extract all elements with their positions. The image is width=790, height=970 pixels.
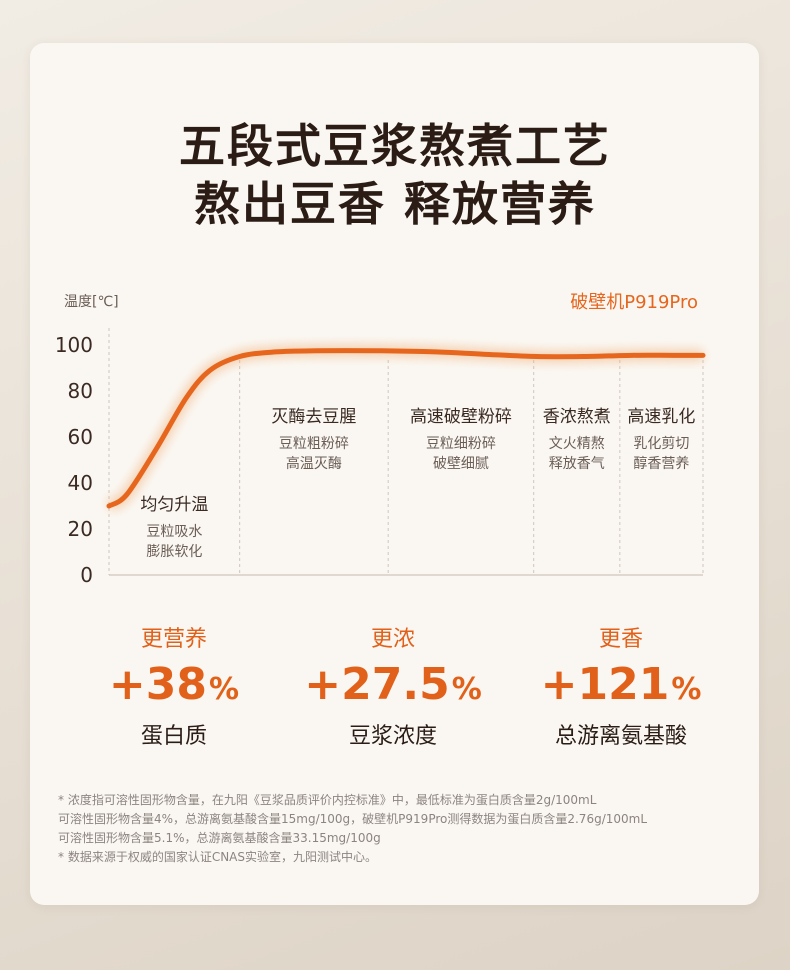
stage-name: 灭酶去豆腥 (271, 407, 356, 427)
y-tick-label: 60 (68, 425, 93, 449)
y-tick-label: 20 (68, 517, 93, 541)
y-tick-label: 0 (80, 563, 93, 587)
stat-concentration-desc: 豆浆浓度 (348, 724, 437, 749)
stat-protein-label: 更营养 (140, 627, 207, 652)
stat-concentration: 更浓 +27.5% 豆浆浓度 (278, 625, 508, 752)
y-tick-label: 80 (68, 379, 93, 403)
headline-line-2: 熬出豆香 释放营养 (193, 177, 596, 231)
stat-concentration-value: +27.5% (304, 659, 482, 710)
footnote-line-2: 可溶性固形物含量4%，总游离氨基酸含量15mg/100g，破壁机P919Pro测… (58, 812, 648, 826)
stage-description: 醇香营养 (633, 455, 689, 472)
stat-amino-acids-label: 更香 (598, 627, 643, 652)
series-label: 破壁机P919Pro (570, 292, 698, 313)
stage-description: 膨胀软化 (146, 543, 202, 560)
stage-description: 释放香气 (549, 456, 605, 472)
footnote-line-1: * 浓度指可溶性固形物含量，在九阳《豆浆品质评价内控标准》中，最低标准为蛋白质含… (58, 793, 597, 807)
stat-protein-desc: 蛋白质 (140, 724, 207, 749)
temperature-curve (106, 348, 706, 509)
footnote-line-3: 可溶性固形物含量5.1%，总游离氨基酸含量33.15mg/100g (58, 831, 381, 845)
stage-name: 高速乳化 (627, 407, 695, 427)
stat-concentration-label: 更浓 (370, 627, 415, 652)
stage-name: 均匀升温 (140, 495, 208, 515)
stat-amino-acids: 更香 +121% 总游离氨基酸 (506, 625, 736, 752)
headline-line-1: 五段式豆浆熬煮工艺 (179, 119, 611, 173)
stage-description: 乳化剪切 (633, 436, 689, 452)
content-card (30, 43, 759, 905)
stage-name: 高速破壁粉碎 (410, 407, 512, 427)
y-tick-label: 40 (68, 471, 93, 495)
stage-description: 高温灭酶 (286, 455, 342, 472)
stat-amino-acids-desc: 总游离氨基酸 (554, 724, 687, 749)
stage-description: 破壁细腻 (433, 456, 489, 472)
stat-protein-value: +38% (108, 659, 240, 710)
y-axis-label: 温度[℃] (64, 294, 119, 310)
y-tick-label: 100 (55, 333, 93, 357)
stage-description: 豆粒细粉碎 (426, 436, 496, 452)
stat-protein: 更营养 +38% 蛋白质 (59, 625, 289, 752)
footnote-line-4: * 数据来源于权威的国家认证CNAS实验室，九阳测试中心。 (58, 850, 377, 864)
stage-description: 豆粒吸水 (146, 524, 202, 540)
stage-description: 文火精熬 (549, 436, 605, 452)
stage-description: 豆粒粗粉碎 (279, 436, 349, 452)
stat-amino-acids-value: +121% (540, 659, 702, 710)
temperature-curve-glow (105, 344, 703, 512)
stage-name: 香浓熬煮 (543, 406, 611, 427)
